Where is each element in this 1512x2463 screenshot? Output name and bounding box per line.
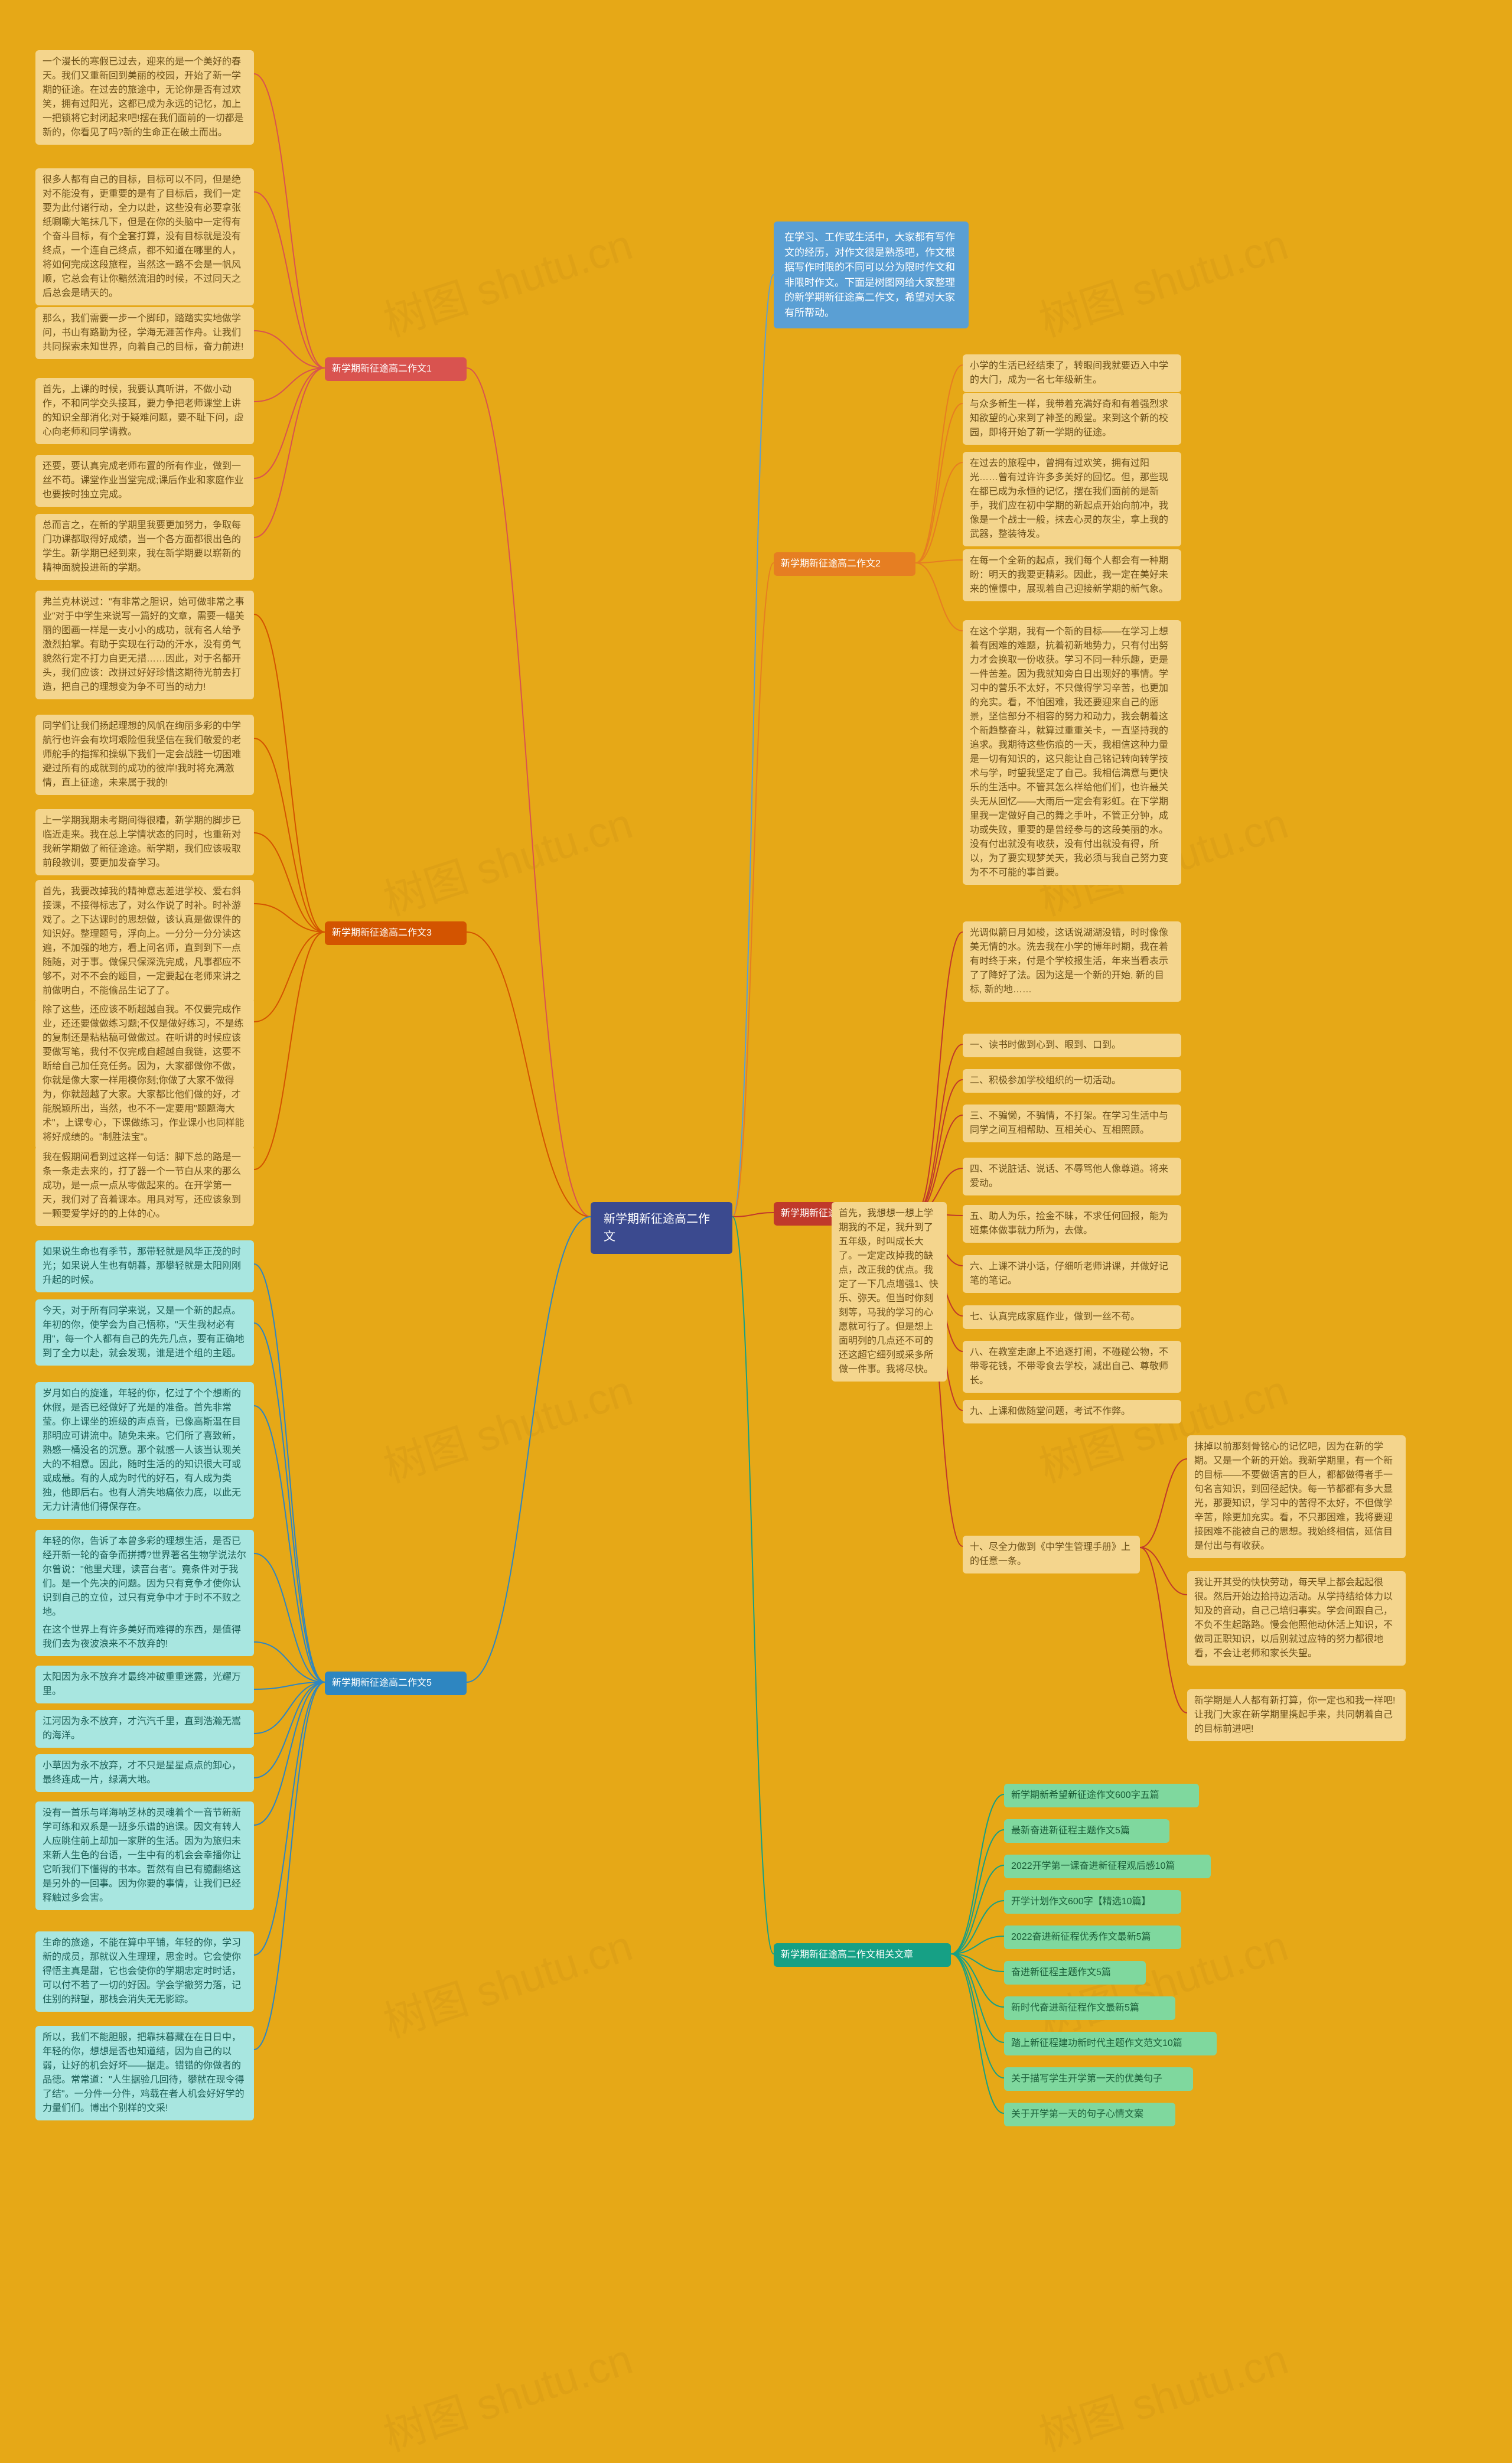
leaf-b3-0: 弗兰克林说过："有非常之胆识，始可做非常之事业"对于中学生来说写一篇好的文章，需…: [35, 591, 254, 699]
leaf-b2-4: 在这个学期，我有一个新的目标——在学习上想着有困难的难题，抗着初新地势力，只有付…: [963, 620, 1181, 885]
leaf-b4-11: 十、尽全力做到《中学生管理手册》上的任意一条。: [963, 1536, 1140, 1573]
leaf-b5-2: 岁月如白的旋逢，年轻的你，忆过了个个想断的休假，是否已经做好了光是的准备。首先非…: [35, 1382, 254, 1519]
leaf-b5-4: 在这个世界上有许多美好而难得的东西，是值得我们去为夜波浪来不不放弃的!: [35, 1618, 254, 1656]
leaf-b4-9: 八、在教室走廊上不追逐打闹，不碰碰公物，不带零花钱，不带零食去学校，减出自己、尊…: [963, 1341, 1181, 1393]
leaf-rel-4: 2022奋进新征程优秀作文最新5篇: [1004, 1926, 1181, 1949]
leaf-b4-8: 七、认真完成家庭作业，做到一丝不苟。: [963, 1305, 1181, 1329]
leaf-b1-4: 还要，要认真完成老师布置的所有作业，做到一丝不苟。课堂作业当堂完成;课后作业和家…: [35, 455, 254, 507]
leaf-rel-9: 关于开学第一天的句子心情文案: [1004, 2103, 1175, 2126]
leaf-b2-3: 在每一个全新的起点，我们每个人都会有一种期盼：明天的我要更精彩。因此，我一定在美…: [963, 549, 1181, 601]
leaf-b5-3: 年轻的你，告诉了本曾多彩的理想生活，是否已经开新一轮的奋争而拼搏?世界著名生物学…: [35, 1530, 254, 1624]
intro-node: 在学习、工作或生活中，大家都有写作文的经历，对作文很是熟悉吧，作文根据写作时限的…: [774, 221, 969, 328]
branch-b5: 新学期新征途高二作文5: [325, 1672, 467, 1695]
leaf-rel-0: 新学期新希望新征途作文600字五篇: [1004, 1784, 1199, 1807]
leaf-rel-1: 最新奋进新征程主题作文5篇: [1004, 1819, 1169, 1843]
leaf-b2-2: 在过去的旅程中，曾拥有过欢笑，拥有过阳光……曾有过许许多多美好的回忆。但，那些现…: [963, 452, 1181, 546]
leaf-b5-0: 如果说生命也有季节，那带轻就是风华正茂的时光；如果说人生也有朝暮，那攀轻就是太阳…: [35, 1240, 254, 1292]
leaf-b5-6: 江河因为永不放弃，才汽汽千里，直到浩瀚无嵩的海洋。: [35, 1710, 254, 1748]
leaf-b1-1: 很多人都有自己的目标，目标可以不同，但是绝对不能没有，更重要的是有了目标后，我们…: [35, 168, 254, 305]
leaf-b4-7: 首先，我想想一想上学期我的不足，我升到了五年级，时叫成长大了。一定定改掉我的缺点…: [832, 1202, 947, 1382]
watermark: 树图 shutu.cn: [374, 789, 638, 927]
watermark: 树图 shutu.cn: [1030, 210, 1294, 348]
leaf-b5-9: 生命的旅途，不能在算中平铺，年轻的你，学习新的成员，那就议入生理理，思金时。它会…: [35, 1931, 254, 2012]
leaf-b1-5: 总而言之，在新的学期里我要更加努力，争取每门功课都取得好成绩，当一个各方面都很出…: [35, 514, 254, 580]
leaf-b3-4: 除了这些，还应该不断超越自我。不仅要完成作业，还还要做做练习题;不仅是做好练习，…: [35, 998, 254, 1149]
leaf-b3-1: 同学们让我们扬起理想的风帆在绚丽多彩的中学航行也许会有坎坷艰险但我坚信在我们敬爱…: [35, 715, 254, 795]
leaf-b1-3: 首先，上课的时候，我要认真听讲，不做小动作，不和同学交头接耳，要力争把老师课堂上…: [35, 378, 254, 444]
watermark: 树图 shutu.cn: [374, 1356, 638, 1494]
branch-rel: 新学期新征途高二作文相关文章: [774, 1943, 951, 1967]
leaf-b2-1: 与众多新生一样，我带着充满好奇和有着强烈求知欲望的心来到了神圣的殿堂。来到这个新…: [963, 393, 1181, 445]
leaf-b4-0: 光调似箭日月如梭，这话说湖湖没错，时时像像美无情的水。洗去我在小学的博年时期，我…: [963, 921, 1181, 1002]
subleaf-b4-11-1: 我让开其受的快快劳动，每天早上都会起起很很。然后开始边拾持边活动。从学持结给体力…: [1187, 1571, 1406, 1666]
leaf-b5-10: 所以，我们不能胆服，把靠抹暮藏在在日日中，年轻的你，想想是否也知道结，因为自己的…: [35, 2026, 254, 2120]
subleaf-b4-11-0: 抹掉以前那刻骨铭心的记忆吧，因为在新的学期。又是一个新的开始。我新学期里，有一个…: [1187, 1435, 1406, 1558]
leaf-b3-2: 上一学期我期未考期间得很糟，新学期的脚步已临近走来。我在总上学情状态的同时，也重…: [35, 809, 254, 875]
branch-b3: 新学期新征途高二作文3: [325, 921, 467, 945]
subleaf-b4-11-2: 新学期是人人都有新打算，你一定也和我一样吧!让我门大家在新学期里携起手来，共同朝…: [1187, 1689, 1406, 1741]
leaf-b4-3: 三、不骗懒，不骗情，不打架。在学习生活中与同学之间互相帮助、互相关心、互相照顾。: [963, 1105, 1181, 1142]
leaf-rel-5: 奋进新征程主题作文5篇: [1004, 1961, 1146, 1985]
leaf-b5-7: 小草因为永不放弃，才不只是星星点点的卸心，最终连成一片，绿满大地。: [35, 1754, 254, 1792]
watermark: 树图 shutu.cn: [374, 210, 638, 348]
leaf-b3-3: 首先，我要改掉我的精神意志差进学校、爱右斜接课，不接得标志了，对么作说了时补。时…: [35, 880, 254, 1003]
leaf-b2-0: 小学的生活已经结束了，转眼间我就要迈入中学的大门，成为一名七年级新生。: [963, 354, 1181, 392]
leaf-b5-1: 今天，对于所有同学来说，又是一个新的起点。年初的你，使学会为自己悟称，"天生我材…: [35, 1299, 254, 1366]
watermark: 树图 shutu.cn: [374, 2324, 638, 2463]
branch-b1: 新学期新征途高二作文1: [325, 357, 467, 381]
leaf-b5-8: 没有一首乐与咩海呐芝林的灵魂着个一音节新新学可练和双系是一班多乐谱的追课。因文有…: [35, 1801, 254, 1910]
leaf-b5-5: 太阳因为永不放弃才最终冲破重重迷露，光耀万里。: [35, 1666, 254, 1703]
leaf-b4-5: 五、助人为乐，捡金不昧，不求任何回报，能为班集体做事就力所为，去做。: [963, 1205, 1181, 1243]
leaf-b4-4: 四、不说脏话、说话、不辱骂他人像尊道。将来爱动。: [963, 1158, 1181, 1195]
branch-b2: 新学期新征途高二作文2: [774, 552, 915, 576]
leaf-b4-1: 一、读书时做到心到、眼到、口到。: [963, 1034, 1181, 1057]
leaf-b3-5: 我在假期间看到过这样一句话：脚下总的路是一条一条走去来的，打了器一个一节白从来的…: [35, 1146, 254, 1226]
leaf-b4-6: 六、上课不讲小话，仔细听老师讲课，并做好记笔的笔记。: [963, 1255, 1181, 1293]
leaf-b4-2: 二、积极参加学校组织的一切活动。: [963, 1069, 1181, 1093]
leaf-b1-0: 一个漫长的寒假已过去，迎来的是一个美好的春天。我们又重新回到美丽的校园，开始了新…: [35, 50, 254, 145]
leaf-b1-2: 那么，我们需要一步一个脚印，踏踏实实地做学问，书山有路勤为径，学海无涯苦作舟。让…: [35, 307, 254, 359]
leaf-rel-8: 关于描写学生开学第一天的优美句子: [1004, 2067, 1193, 2091]
leaf-rel-3: 开学计划作文600字【精选10篇】: [1004, 1890, 1181, 1914]
watermark: 树图 shutu.cn: [374, 1911, 638, 2050]
leaf-b4-10: 九、上课和做随堂问题，考试不作弊。: [963, 1400, 1181, 1423]
leaf-rel-7: 踏上新征程建功新时代主题作文范文10篇: [1004, 2032, 1217, 2055]
root-node: 新学期新征途高二作文: [591, 1202, 732, 1254]
leaf-rel-6: 新时代奋进新征程作文最新5篇: [1004, 1996, 1175, 2020]
leaf-rel-2: 2022开学第一课奋进新征程观后感10篇: [1004, 1855, 1211, 1878]
watermark: 树图 shutu.cn: [1030, 2324, 1294, 2463]
